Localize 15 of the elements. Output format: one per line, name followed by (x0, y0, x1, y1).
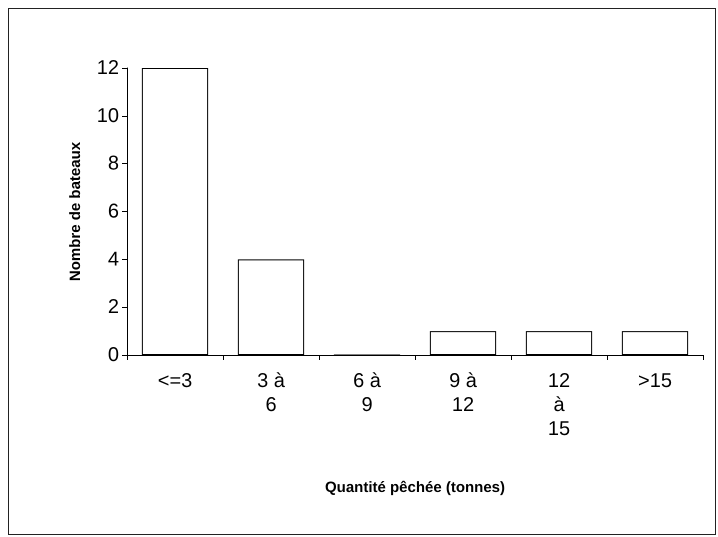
y-tick-label: 8 (108, 152, 119, 175)
y-axis-title: Nombre de bateaux (67, 141, 84, 282)
x-tick-label: 3 à 6 (257, 370, 286, 416)
y-tick-label: 4 (108, 248, 119, 270)
x-tick-label: 9 à 12 (449, 370, 478, 416)
y-tick-label: 12 (96, 57, 119, 79)
x-tick-label: <=3 (158, 370, 192, 392)
y-tick-label: 6 (108, 200, 119, 222)
x-tick-label: 12 à 15 (548, 370, 570, 440)
y-tick-label: 2 (108, 296, 119, 318)
y-tick-label: 0 (108, 344, 119, 366)
y-tick-label: 10 (96, 104, 119, 127)
x-tick-label: >15 (638, 370, 672, 392)
x-axis-title: Quantité pêchée (tonnes) (324, 479, 506, 496)
x-tick-label: 6 à 9 (353, 370, 382, 416)
